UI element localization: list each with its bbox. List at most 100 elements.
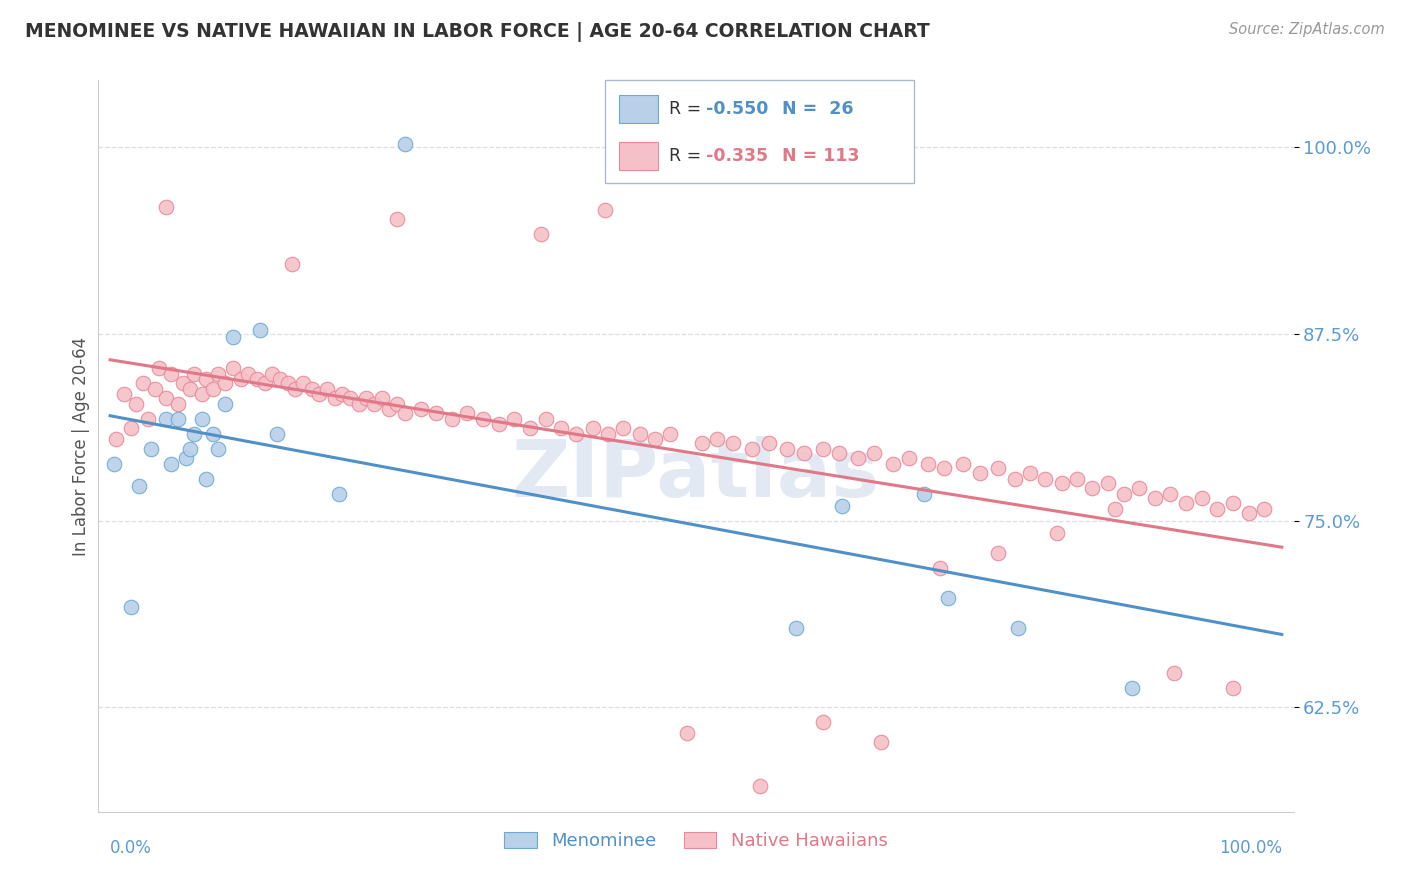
Point (1163, 665, 1185, 680)
Text: R =: R = (669, 100, 707, 118)
Point (132, 376, 155, 391)
Point (1128, 481, 1150, 495)
Point (222, 361, 245, 376)
Point (160, 368, 183, 382)
Point (628, 427, 651, 442)
Text: Source: ZipAtlas.com: Source: ZipAtlas.com (1229, 22, 1385, 37)
Point (690, 436, 713, 450)
Point (167, 397, 190, 411)
Point (284, 382, 307, 396)
Point (723, 436, 745, 450)
Point (190, 386, 212, 401)
Point (936, 591, 959, 606)
Point (183, 368, 205, 382)
Point (534, 412, 557, 426)
Point (231, 372, 253, 386)
Text: ZIPatlas: ZIPatlas (512, 436, 880, 515)
Point (1112, 487, 1135, 501)
Point (141, 442, 163, 456)
Point (612, 421, 634, 435)
Point (238, 368, 260, 382)
Point (1160, 487, 1182, 501)
Point (202, 427, 225, 442)
Point (659, 427, 682, 442)
Text: -0.335: -0.335 (706, 147, 768, 165)
Point (316, 382, 339, 396)
Point (793, 446, 815, 460)
Text: 0.0%: 0.0% (110, 838, 152, 856)
Point (301, 382, 323, 396)
Point (828, 446, 851, 460)
Point (1222, 681, 1244, 695)
Point (1104, 501, 1126, 516)
Point (339, 391, 361, 405)
Point (125, 397, 148, 411)
Point (222, 330, 245, 344)
Point (112, 386, 135, 401)
Point (1046, 525, 1069, 540)
Point (378, 401, 401, 416)
Point (160, 457, 183, 471)
Text: R =: R = (669, 147, 707, 165)
Point (1019, 466, 1042, 480)
Point (952, 457, 974, 471)
Point (882, 457, 904, 471)
Point (1237, 506, 1260, 520)
Point (675, 725, 697, 739)
Point (105, 432, 128, 446)
Text: N =  26: N = 26 (782, 100, 853, 118)
Y-axis label: In Labor Force | Age 20-64: In Labor Force | Age 20-64 (72, 336, 90, 556)
Point (914, 487, 936, 501)
Point (249, 322, 271, 336)
Point (266, 427, 288, 442)
Point (1004, 472, 1026, 486)
Point (488, 417, 510, 431)
Point (260, 368, 283, 382)
Point (582, 421, 605, 435)
Point (846, 450, 869, 465)
Point (167, 412, 190, 426)
Point (183, 427, 205, 442)
Point (550, 421, 572, 435)
Point (190, 412, 212, 426)
Point (1174, 496, 1197, 510)
Point (1033, 472, 1056, 486)
Point (308, 386, 330, 401)
Point (1097, 476, 1119, 491)
Point (1253, 501, 1275, 516)
Point (385, 212, 409, 227)
Point (155, 412, 177, 426)
Point (172, 376, 194, 391)
Point (354, 391, 377, 405)
Point (202, 382, 225, 396)
Point (385, 397, 409, 411)
Point (565, 427, 588, 442)
Point (136, 412, 159, 426)
Point (969, 466, 991, 480)
Point (292, 376, 315, 391)
Point (928, 561, 950, 575)
Point (207, 442, 229, 456)
Point (934, 461, 956, 475)
Point (269, 372, 291, 386)
Point (758, 436, 780, 450)
Point (214, 376, 236, 391)
Point (1206, 501, 1229, 516)
Point (253, 376, 276, 391)
Point (811, 715, 834, 730)
Text: 100.0%: 100.0% (1219, 838, 1282, 856)
Point (811, 442, 834, 456)
Point (776, 442, 799, 456)
Point (143, 382, 166, 396)
Point (1081, 481, 1104, 495)
Point (1050, 476, 1073, 491)
Point (898, 450, 921, 465)
Point (179, 442, 201, 456)
Point (207, 368, 229, 382)
Point (425, 406, 447, 420)
Point (831, 499, 853, 513)
Point (277, 376, 299, 391)
Point (394, 137, 416, 152)
Point (409, 401, 432, 416)
Point (749, 780, 772, 794)
